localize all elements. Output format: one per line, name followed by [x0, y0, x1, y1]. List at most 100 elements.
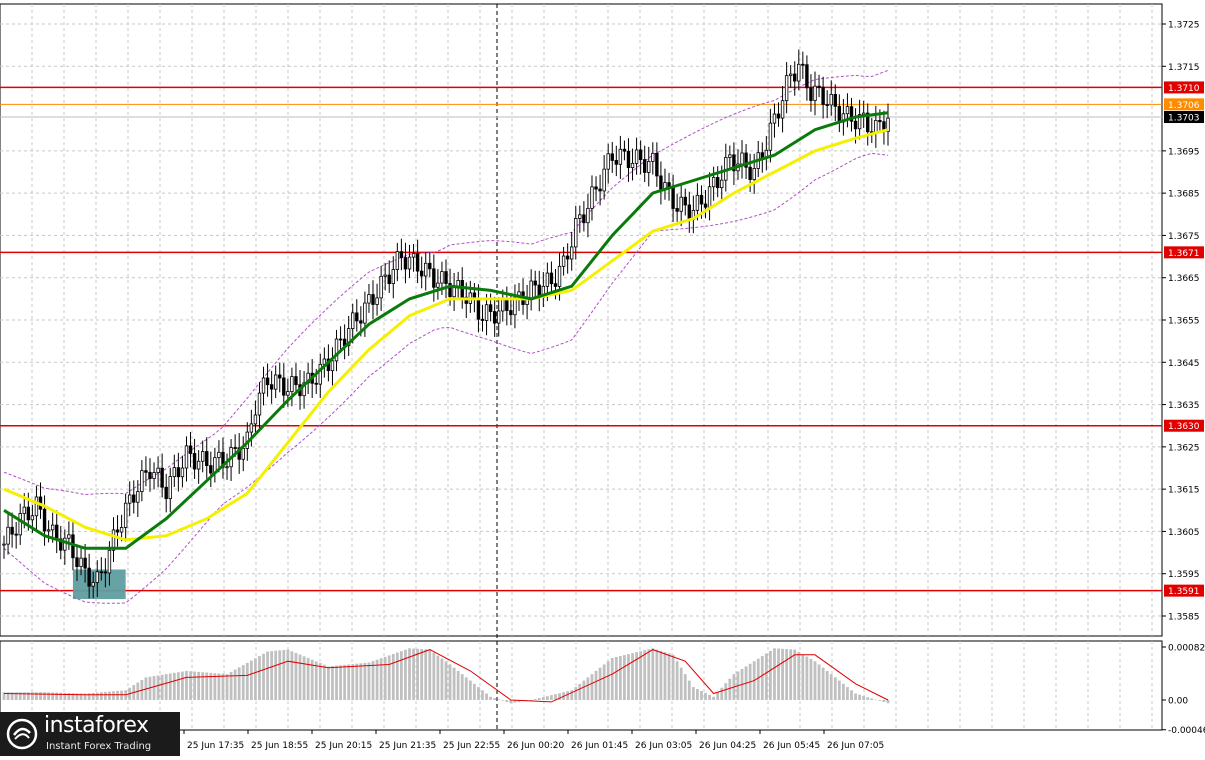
- oscillator-bar: [841, 683, 845, 700]
- candle-body: [391, 269, 395, 285]
- oscillator-bar: [189, 671, 192, 700]
- oscillator-bar: [667, 653, 671, 700]
- candle-body: [6, 526, 10, 545]
- oscillator-bar: [610, 657, 614, 700]
- oscillator-bar: [712, 696, 716, 700]
- price-tick-label: 1.3685: [1168, 190, 1200, 200]
- oscillator-bar: [541, 697, 545, 700]
- candle-body: [123, 502, 128, 528]
- oscillator-bar: [424, 649, 428, 700]
- candle-body: [602, 168, 606, 192]
- oscillator-bar: [481, 690, 484, 700]
- oscillator-bar: [95, 692, 99, 700]
- candle-body: [480, 318, 485, 321]
- oscillator-bar: [339, 665, 342, 700]
- oscillator-bar: [533, 699, 537, 700]
- candle-body: [813, 85, 817, 101]
- level-tag-label: 1.3630: [1168, 422, 1200, 432]
- candle-body: [614, 160, 619, 165]
- candle-body: [395, 251, 400, 270]
- candle-body: [318, 363, 322, 385]
- oscillator-bar: [428, 649, 432, 700]
- oscillator-bar: [444, 661, 448, 700]
- candle-body: [383, 274, 387, 277]
- candle-body: [732, 154, 736, 172]
- price-tick-label: 1.3625: [1168, 443, 1200, 453]
- oscillator-bar: [51, 692, 55, 700]
- oscillator-bar: [22, 692, 26, 700]
- candle-body: [456, 280, 460, 287]
- oscillator-bar: [408, 648, 411, 700]
- oscillator-bar: [505, 700, 509, 702]
- candle-body: [805, 64, 809, 89]
- oscillator-bar: [582, 680, 586, 700]
- oscillator-bar: [720, 687, 724, 700]
- candle-body: [748, 166, 752, 180]
- candle-body: [509, 310, 513, 316]
- oscillator-bar: [594, 670, 598, 700]
- oscillator-bar: [517, 700, 521, 702]
- oscillator-bar: [464, 677, 468, 700]
- candle-body: [225, 466, 229, 469]
- oscillator-bar: [164, 674, 168, 700]
- candle-body: [557, 265, 562, 287]
- candle-body: [314, 382, 318, 385]
- oscillator-bar: [825, 670, 829, 700]
- candle-body: [99, 571, 104, 574]
- candle-body: [594, 186, 598, 190]
- time-tick-label: 25 Jun 22:55: [443, 741, 500, 751]
- candle-body: [75, 557, 79, 568]
- candle-body: [837, 105, 842, 123]
- oscillator-bar: [545, 696, 549, 700]
- oscillator-bar: [225, 674, 229, 700]
- oscillator-bar: [254, 658, 257, 700]
- oscillator-bar: [862, 695, 866, 700]
- candle-body: [642, 159, 647, 173]
- candle-body: [655, 152, 659, 177]
- oscillator-bar: [675, 661, 679, 700]
- candle-body: [788, 73, 793, 77]
- candle-body: [419, 270, 424, 277]
- candle-body: [728, 154, 732, 158]
- candle-body: [784, 75, 789, 102]
- candle-body: [578, 214, 582, 219]
- candle-body: [290, 376, 294, 392]
- time-tick-label: 25 Jun 18:55: [251, 741, 308, 751]
- current-price-tag-label: 1.3703: [1168, 114, 1200, 124]
- candle-body: [30, 515, 35, 521]
- oscillator-bar: [213, 673, 217, 700]
- price-tick-label: 1.3695: [1168, 147, 1200, 157]
- candle-body: [42, 508, 47, 532]
- price-tick-label: 1.3665: [1168, 274, 1200, 284]
- oscillator-bar: [55, 692, 59, 700]
- candle-body: [18, 513, 22, 536]
- oscillator-bar: [10, 692, 14, 700]
- oscillator-bar: [509, 700, 513, 704]
- oscillator-bar: [586, 677, 590, 700]
- price-tick-label: 1.3605: [1168, 528, 1200, 538]
- candle-body: [878, 120, 882, 123]
- candle-body: [294, 376, 298, 386]
- oscillator-tick-label: -0.00046: [1168, 726, 1205, 736]
- candle-body: [367, 294, 371, 304]
- candle-body: [679, 196, 683, 212]
- candle-body: [715, 177, 720, 189]
- oscillator-bar: [266, 651, 269, 700]
- candle-body: [424, 262, 428, 277]
- candle-body: [492, 311, 497, 324]
- oscillator-bar: [631, 653, 634, 700]
- oscillator-bar: [217, 673, 221, 700]
- candle-body: [703, 203, 708, 208]
- candle-body: [375, 297, 379, 305]
- candle-body: [87, 567, 91, 587]
- oscillator-tick-label: 0.00: [1168, 697, 1188, 707]
- oscillator-bar: [201, 672, 205, 700]
- candle-body: [188, 445, 193, 454]
- level-tag-label: 1.3591: [1168, 587, 1200, 597]
- candle-body: [22, 506, 26, 514]
- candle-body: [351, 312, 355, 329]
- oscillator-bar: [773, 648, 776, 700]
- oscillator-bar: [817, 664, 821, 700]
- candle-body: [582, 214, 586, 224]
